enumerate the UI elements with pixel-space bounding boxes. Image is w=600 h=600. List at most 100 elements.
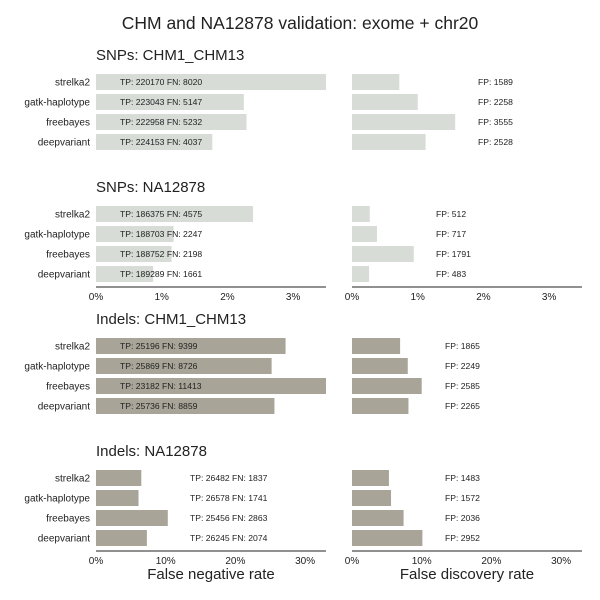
category-tick-label: gatk-haplotype	[24, 362, 90, 373]
fdr-bar	[352, 358, 408, 374]
category-tick-label: gatk-haplotype	[24, 98, 90, 109]
fdr-data-label: FP: 1483	[445, 473, 480, 483]
fnr-bar	[96, 74, 326, 90]
x-tick-label: 2%	[476, 292, 491, 303]
fdr-data-label: FP: 3555	[478, 117, 513, 127]
category-tick-label: deepvariant	[38, 138, 90, 149]
fnr-data-label: TP: 26578 FN: 1741	[190, 493, 268, 503]
fdr-data-label: FP: 483	[436, 269, 466, 279]
fdr-data-label: FP: 2249	[445, 361, 480, 371]
x-tick-label: 1%	[410, 292, 425, 303]
x-tick-label: 1%	[154, 292, 169, 303]
fnr-data-label: TP: 25736 FN: 8859	[120, 401, 198, 411]
fnr-bar	[96, 490, 139, 506]
x-tick-label: 10%	[412, 556, 432, 567]
fdr-bar	[352, 490, 392, 506]
fnr-bar	[96, 358, 272, 374]
panel-title: Indels: NA12878	[96, 443, 207, 460]
fdr-data-label: FP: 2265	[445, 401, 480, 411]
fdr-data-label: FP: 1589	[478, 77, 513, 87]
fnr-data-label: TP: 186375 FN: 4575	[120, 209, 202, 219]
category-tick-label: freebayes	[46, 514, 90, 525]
fnr-bar	[96, 94, 244, 110]
fnr-data-label: TP: 188752 FN: 2198	[120, 249, 202, 259]
fdr-data-label: FP: 1791	[436, 249, 471, 259]
category-tick-label: strelka2	[55, 474, 90, 485]
fdr-bar	[352, 378, 422, 394]
category-tick-label: strelka2	[55, 78, 90, 89]
fdr-data-label: FP: 2585	[445, 381, 480, 391]
x-tick-label: 0%	[345, 556, 360, 567]
fdr-bar	[352, 134, 426, 150]
fnr-bar	[96, 510, 168, 526]
x-tick-label: 30%	[551, 556, 571, 567]
x-tick-label: 3%	[286, 292, 301, 303]
x-tick-label: 0%	[345, 292, 360, 303]
panel-title: SNPs: NA12878	[96, 179, 205, 196]
x-tick-label: 0%	[89, 556, 104, 567]
x-tick-label: 2%	[220, 292, 235, 303]
fdr-bar	[352, 398, 409, 414]
fnr-data-label: TP: 223043 FN: 5147	[120, 97, 202, 107]
panel-title: Indels: CHM1_CHM13	[96, 311, 246, 328]
x-tick-label: 20%	[225, 556, 245, 567]
fnr-bar	[96, 134, 213, 150]
figure-title: CHM and NA12878 validation: exome + chr2…	[122, 13, 479, 33]
category-tick-label: gatk-haplotype	[24, 494, 90, 505]
fdr-bar	[352, 510, 404, 526]
fnr-data-label: TP: 224153 FN: 4037	[120, 137, 202, 147]
x-tick-label: 3%	[542, 292, 557, 303]
fnr-bar	[96, 206, 254, 222]
fnr-bar	[96, 114, 247, 130]
x-axis-label-left: False negative rate	[147, 566, 275, 583]
category-tick-label: freebayes	[46, 118, 90, 129]
fdr-bar	[352, 470, 389, 486]
category-tick-label: deepvariant	[38, 270, 90, 281]
x-tick-label: 0%	[89, 292, 104, 303]
fdr-data-label: FP: 2528	[478, 137, 513, 147]
category-tick-label: deepvariant	[38, 402, 90, 413]
fdr-data-label: FP: 2036	[445, 513, 480, 523]
fdr-bar	[352, 74, 400, 90]
fdr-bar	[352, 246, 414, 262]
fnr-bar	[96, 378, 326, 394]
fnr-bar	[96, 470, 142, 486]
fdr-bar	[352, 206, 370, 222]
fdr-data-label: FP: 1865	[445, 341, 480, 351]
panels-group: SNPs: CHM1_CHM13 strelka2 TP: 220170 FN: 8…	[24, 47, 582, 567]
x-tick-label: 20%	[481, 556, 501, 567]
fnr-data-label: TP: 220170 FN: 8020	[120, 77, 202, 87]
fdr-data-label: FP: 2258	[478, 97, 513, 107]
fnr-data-label: TP: 23182 FN: 11413	[120, 381, 202, 391]
fnr-data-label: TP: 25869 FN: 8726	[120, 361, 198, 371]
fdr-data-label: FP: 1572	[445, 493, 480, 503]
fdr-data-label: FP: 512	[436, 209, 466, 219]
fnr-data-label: TP: 26482 FN: 1837	[190, 473, 268, 483]
fdr-bar	[352, 338, 401, 354]
fdr-data-label: FP: 2952	[445, 533, 480, 543]
fdr-bar	[352, 114, 456, 130]
fnr-bar	[96, 398, 275, 414]
fnr-data-label: TP: 25456 FN: 2863	[190, 513, 268, 523]
panel-title: SNPs: CHM1_CHM13	[96, 47, 244, 64]
x-tick-label: 30%	[295, 556, 315, 567]
fnr-bar	[96, 338, 286, 354]
fnr-bar	[96, 266, 154, 282]
x-axis-label-right: False discovery rate	[400, 566, 534, 583]
fnr-bar	[96, 246, 172, 262]
category-tick-label: freebayes	[46, 250, 90, 261]
category-tick-label: strelka2	[55, 210, 90, 221]
fnr-data-label: TP: 222958 FN: 5232	[120, 117, 202, 127]
fnr-data-label: TP: 188703 FN: 2247	[120, 229, 202, 239]
fnr-bar	[96, 226, 174, 242]
fnr-data-label: TP: 189289 FN: 1661	[120, 269, 202, 279]
fnr-data-label: TP: 25196 FN: 9399	[120, 341, 198, 351]
fdr-data-label: FP: 717	[436, 229, 466, 239]
category-tick-label: deepvariant	[38, 534, 90, 545]
x-tick-label: 10%	[156, 556, 176, 567]
category-tick-label: strelka2	[55, 342, 90, 353]
fnr-bar	[96, 530, 147, 546]
fdr-bar	[352, 226, 377, 242]
